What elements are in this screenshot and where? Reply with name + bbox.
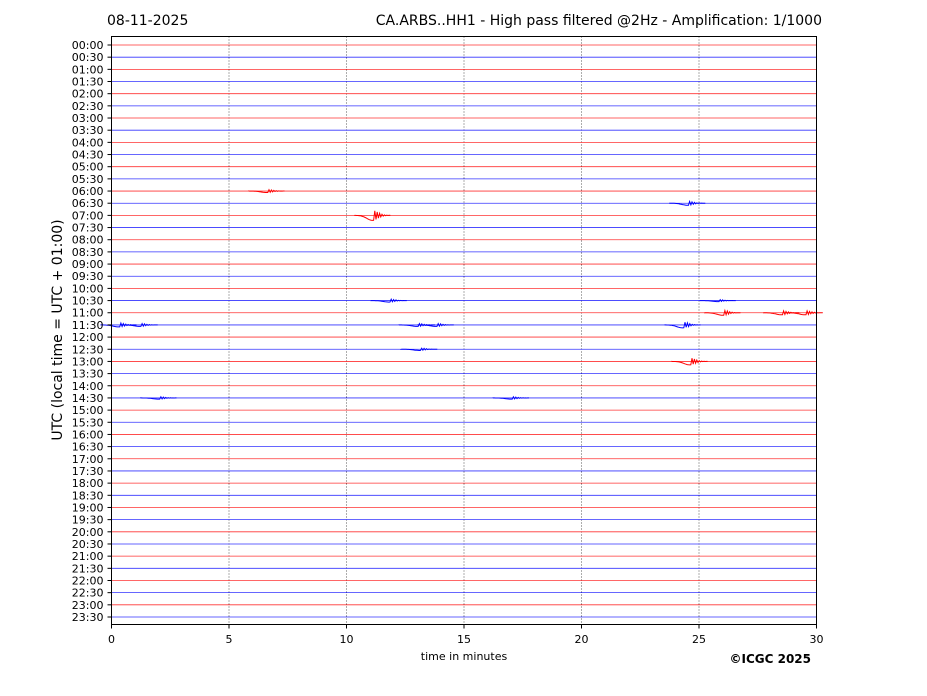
y-tick-label: 23:30 (72, 611, 104, 624)
seismic-event (671, 358, 708, 366)
y-tick-label: 04:00 (72, 136, 104, 149)
seismic-event (664, 321, 701, 329)
x-tick-label: 30 (810, 633, 824, 646)
seismic-event (492, 395, 529, 400)
y-tick-label: 06:30 (72, 197, 104, 210)
y-tick-label: 01:00 (72, 63, 104, 76)
seismic-event (398, 322, 435, 328)
seismic-event (354, 210, 391, 221)
chart-title: CA.ARBS..HH1 - High pass filtered @2Hz -… (376, 13, 822, 29)
x-tick-label: 20 (575, 633, 589, 646)
grid-lines (228, 36, 700, 625)
y-tick-label: 22:30 (72, 587, 104, 600)
y-tick-label: 10:30 (72, 295, 104, 308)
y-tick-label: 19:30 (72, 514, 104, 527)
y-tick-label: 22:00 (72, 574, 104, 587)
seismic-event (370, 297, 407, 303)
x-axis-label: time in minutes (421, 650, 508, 663)
y-tick-label: 05:30 (72, 173, 104, 186)
date-label: 08-11-2025 (107, 13, 188, 29)
x-tick-label: 0 (108, 633, 115, 646)
y-tick-label: 14:30 (72, 392, 104, 405)
y-tick-label: 18:30 (72, 489, 104, 502)
y-tick-label: 16:30 (72, 441, 104, 454)
y-tick-label: 21:30 (72, 562, 104, 575)
y-tick-label: 17:30 (72, 465, 104, 478)
y-tick-label: 14:00 (72, 380, 104, 393)
y-tick-label: 12:00 (72, 331, 104, 344)
y-tick-label: 08:30 (72, 246, 104, 259)
y-tick-label: 07:00 (72, 209, 104, 222)
y-tick-label: 11:00 (72, 307, 104, 320)
traces (100, 44, 823, 618)
y-tick-label: 09:00 (72, 258, 104, 271)
x-tick-label: 5 (226, 633, 233, 646)
copyright: ©ICGC 2025 (729, 652, 811, 666)
seismic-event (669, 199, 706, 207)
y-axis-label: UTC (local time = UTC + 01:00) (50, 219, 66, 440)
y-tick-label: 15:30 (72, 416, 104, 429)
y-tick-label: 21:00 (72, 550, 104, 563)
seismic-event (699, 298, 736, 303)
y-tick-label: 00:30 (72, 51, 104, 64)
x-tick-label: 10 (340, 633, 354, 646)
y-tick-label: 00:00 (72, 39, 104, 52)
y-tick-label: 04:30 (72, 149, 104, 162)
seismic-event (121, 322, 158, 328)
y-tick-label: 12:30 (72, 343, 104, 356)
y-tick-label: 10:00 (72, 282, 104, 295)
y-tick-label: 03:00 (72, 112, 104, 125)
y-tick-label: 05:00 (72, 161, 104, 174)
seismic-event (140, 395, 177, 400)
seismic-event (417, 322, 454, 328)
x-axis: 0 5 10 15 20 25 30 (108, 624, 824, 646)
y-tick-label: 02:00 (72, 88, 104, 101)
y-tick-label: 07:30 (72, 222, 104, 235)
y-tick-label: 11:30 (72, 319, 104, 332)
seismic-event (248, 188, 285, 194)
x-tick-label: 25 (692, 633, 706, 646)
y-tick-label: 20:00 (72, 526, 104, 539)
y-tick-label: 09:30 (72, 270, 104, 283)
y-tick-label: 16:00 (72, 428, 104, 441)
seismic-event (399, 347, 438, 352)
y-tick-label: 08:00 (72, 234, 104, 247)
y-tick-label: 19:00 (72, 501, 104, 514)
y-tick-label: 06:00 (72, 185, 104, 198)
y-tick-label: 13:30 (72, 368, 104, 381)
y-axis: 00:0000:3001:0001:3002:0002:3003:0003:30… (72, 39, 112, 624)
y-tick-label: 18:00 (72, 477, 104, 490)
y-tick-label: 03:30 (72, 124, 104, 137)
y-tick-label: 02:30 (72, 100, 104, 113)
y-tick-label: 17:00 (72, 453, 104, 466)
y-tick-label: 13:00 (72, 355, 104, 368)
y-tick-label: 01:30 (72, 76, 104, 89)
x-tick-label: 15 (457, 633, 471, 646)
y-tick-label: 20:30 (72, 538, 104, 551)
y-tick-label: 23:00 (72, 599, 104, 612)
y-tick-label: 15:00 (72, 404, 104, 417)
seismic-event (704, 308, 741, 317)
